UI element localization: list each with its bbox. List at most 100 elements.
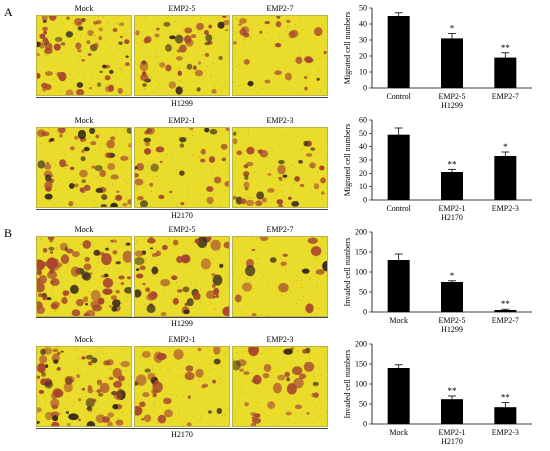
x-axis-label: H1299: [441, 101, 463, 110]
significance-mark: **: [501, 392, 511, 402]
significance-mark: *: [450, 271, 455, 281]
chart-migration-h1299: 0 10 20 30 40 50 Migrated cell numbers Control *…: [343, 4, 532, 110]
image-title: EMP2-1: [168, 335, 196, 344]
bar: [387, 134, 410, 200]
y-tick-label: 50: [359, 129, 367, 138]
microscopy-image: [36, 15, 132, 96]
y-tick-label: 10: [359, 68, 367, 77]
significance-mark: *: [503, 142, 508, 152]
category-label: Control: [386, 204, 411, 213]
bar: [441, 399, 463, 424]
category-label: EMP2-1: [438, 204, 465, 213]
y-tick-label: 150: [355, 360, 367, 369]
y-tick-label: 30: [359, 156, 367, 165]
image-title: EMP2-3: [266, 335, 294, 344]
microscopy-image: [134, 346, 230, 427]
category-label: EMP2-5: [438, 316, 465, 325]
y-tick-label: 0: [363, 84, 367, 93]
y-tick-label: 50: [359, 4, 367, 13]
significance-mark: **: [448, 159, 458, 169]
image-title: Mock: [74, 225, 94, 234]
y-tick-label: 30: [359, 36, 367, 45]
microscopy-image: [134, 15, 230, 96]
significance-mark: **: [501, 299, 511, 309]
chart-migration-h2170: 0 10 20 30 40 50 60 Migrated cell numbers Contro…: [343, 116, 532, 222]
y-tick-label: 50: [359, 288, 367, 297]
y-tick-label: 0: [363, 420, 367, 429]
y-axis-label: Migrated cell numbers: [343, 12, 352, 84]
image-title: EMP2-7: [266, 225, 294, 234]
category-label: EMP2-5: [438, 92, 465, 101]
panel-label-a: A: [4, 5, 13, 19]
microscopy-image: [134, 236, 230, 317]
microscopy-image: [36, 346, 132, 427]
y-tick-label: 150: [355, 248, 367, 257]
category-label: EMP2-7: [492, 316, 519, 325]
y-axis-label: Invaded cell numbers: [343, 238, 352, 307]
bar: [387, 260, 410, 312]
y-tick-label: 0: [363, 196, 367, 205]
bar: [494, 310, 517, 312]
category-label: EMP2-1: [438, 428, 465, 437]
microscopy-image: [134, 127, 230, 208]
y-tick-label: 40: [359, 142, 367, 151]
microscopy-image: [36, 236, 132, 317]
bar: [441, 282, 463, 312]
bar: [387, 368, 410, 424]
cell-line-label: H1299: [171, 99, 193, 108]
category-label: EMP2-7: [492, 92, 519, 101]
image-title: Mock: [74, 116, 94, 125]
y-axis-label: Migrated cell numbers: [343, 124, 352, 196]
panel-label-b: B: [4, 226, 13, 240]
image-title: EMP2-1: [168, 116, 196, 125]
category-label: Control: [386, 92, 411, 101]
divider-line: [36, 209, 328, 210]
divider-line: [36, 317, 328, 318]
x-axis-label: H2170: [441, 213, 463, 222]
y-tick-label: 100: [355, 380, 367, 389]
category-label: Mock: [389, 316, 408, 325]
y-tick-label: 200: [355, 228, 367, 237]
divider-line: [36, 97, 328, 98]
bar: [494, 407, 517, 424]
y-tick-label: 20: [359, 169, 367, 178]
image-title: Mock: [74, 4, 94, 13]
category-label: EMP2-3: [492, 428, 519, 437]
y-tick-label: 100: [355, 268, 367, 277]
bar: [441, 38, 463, 88]
image-title: EMP2-5: [168, 4, 196, 13]
y-tick-label: 50: [359, 400, 367, 409]
y-axis-label: Invaded cell numbers: [343, 350, 352, 419]
y-tick-label: 10: [359, 182, 367, 191]
cell-line-label: H2170: [171, 211, 193, 220]
bar: [441, 172, 463, 200]
bar: [387, 16, 410, 88]
significance-mark: **: [448, 386, 458, 396]
image-title: EMP2-3: [266, 116, 294, 125]
category-label: EMP2-3: [492, 204, 519, 213]
microscopy-image: [232, 15, 328, 96]
bar: [494, 156, 517, 200]
y-tick-label: 60: [359, 116, 367, 125]
y-tick-label: 40: [359, 20, 367, 29]
category-label: Mock: [389, 428, 408, 437]
y-tick-label: 20: [359, 52, 367, 61]
y-tick-label: 0: [363, 308, 367, 317]
microscopy-image: [232, 236, 328, 317]
cell-line-label: H1299: [171, 319, 193, 328]
significance-mark: *: [450, 24, 455, 34]
divider-line: [36, 428, 328, 429]
x-axis-label: H1299: [441, 325, 463, 334]
significance-mark: **: [501, 43, 511, 53]
microscopy-image: [232, 346, 328, 427]
image-title: Mock: [74, 335, 94, 344]
image-title: EMP2-7: [266, 4, 294, 13]
x-axis-label: H2170: [441, 437, 463, 446]
microscopy-image: [36, 127, 132, 208]
y-tick-label: 200: [355, 340, 367, 349]
image-title: EMP2-5: [168, 225, 196, 234]
microscopy-image: [232, 127, 328, 208]
cell-line-label: H2170: [171, 430, 193, 439]
